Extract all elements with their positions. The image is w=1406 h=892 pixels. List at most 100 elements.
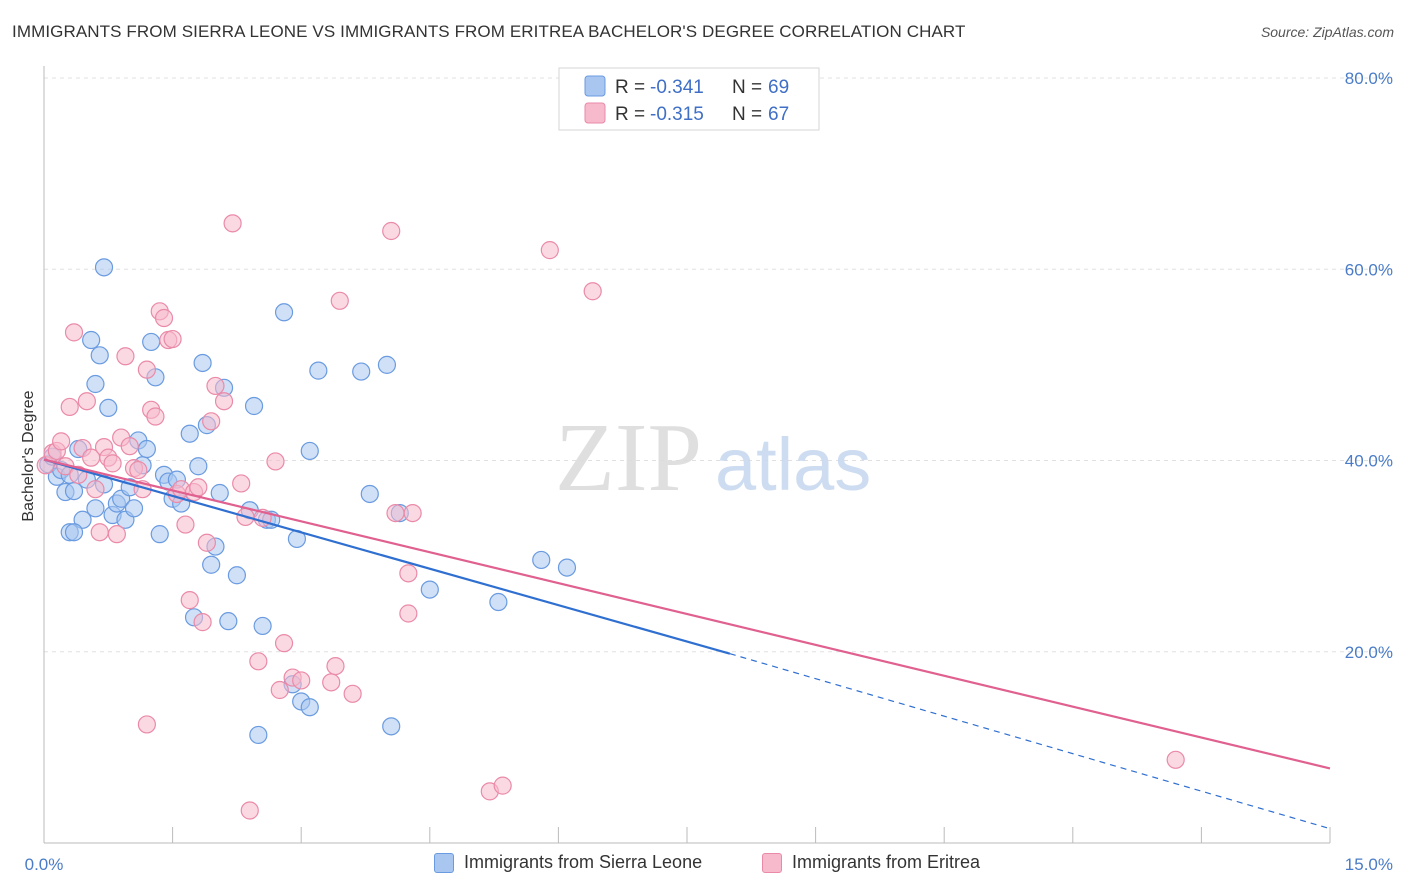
data-point-sierra-leone [189, 457, 208, 476]
data-point-eritrea [146, 407, 165, 426]
bottom-legend: Immigrants from Sierra Leone Immigrants … [0, 852, 1406, 878]
y-tick-label: 40.0% [1345, 452, 1393, 471]
data-point-sierra-leone [309, 361, 328, 380]
data-point-eritrea [270, 680, 289, 700]
x-tick-labels: 0.0% 15.0% [25, 855, 1393, 874]
data-point-sierra-leone [94, 258, 114, 277]
data-point-eritrea [129, 460, 148, 480]
grid-lines [44, 77, 1395, 653]
data-point-eritrea [86, 480, 105, 499]
data-point-sierra-leone [124, 499, 144, 518]
trend-line-eritrea [43, 458, 1331, 770]
data-point-sierra-leone [420, 580, 439, 599]
bottom-legend-label: Immigrants from Eritrea [792, 852, 981, 872]
series-sierra-leone-points [39, 258, 577, 745]
bottom-legend-item-sierra-leone: Immigrants from Sierra Leone [434, 852, 702, 873]
data-point-sierra-leone [90, 346, 109, 365]
data-point-sierra-leone [274, 303, 294, 322]
data-point-eritrea [1166, 750, 1185, 769]
data-point-sierra-leone [249, 725, 268, 745]
data-point-eritrea [399, 604, 418, 623]
y-tick-labels: 20.0% 40.0% 60.0% 80.0% [1345, 69, 1393, 662]
data-point-eritrea [60, 397, 79, 417]
data-point-eritrea [202, 412, 221, 431]
legend-n-label: N = [732, 77, 762, 98]
data-point-eritrea [326, 656, 345, 676]
data-point-eritrea [176, 515, 195, 534]
data-point-eritrea [493, 776, 512, 795]
legend-swatch-pink [584, 102, 606, 124]
data-point-sierra-leone [99, 398, 118, 418]
data-point-sierra-leone [150, 525, 169, 544]
data-point-sierra-leone [142, 332, 161, 352]
data-point-eritrea [154, 308, 174, 328]
data-point-sierra-leone [137, 439, 156, 459]
data-point-eritrea [137, 715, 156, 734]
data-point-eritrea [292, 671, 311, 690]
data-point-eritrea [266, 452, 285, 471]
data-point-sierra-leone [202, 555, 221, 574]
data-point-sierra-leone [489, 592, 508, 612]
data-point-eritrea [386, 503, 405, 523]
data-point-eritrea [193, 613, 212, 632]
legend-box: R = -0.341 N = 69 R = -0.315 N = 67 [558, 67, 820, 131]
data-point-sierra-leone [86, 499, 105, 518]
data-point-sierra-leone [532, 550, 551, 570]
data-point-eritrea [197, 533, 216, 552]
data-point-sierra-leone [82, 330, 101, 350]
data-point-sierra-leone [300, 698, 319, 717]
data-point-eritrea [189, 478, 208, 497]
data-point-eritrea [403, 503, 422, 523]
data-point-sierra-leone [557, 558, 577, 577]
data-point-eritrea [330, 291, 349, 310]
watermark-zip: ZIP [555, 404, 702, 512]
data-point-eritrea [583, 282, 602, 301]
data-point-sierra-leone [73, 510, 92, 529]
data-point-sierra-leone [86, 374, 105, 394]
bottom-legend-item-eritrea: Immigrants from Eritrea [762, 852, 980, 873]
data-point-sierra-leone [210, 483, 229, 503]
data-point-eritrea [399, 564, 418, 583]
data-point-eritrea [90, 523, 109, 542]
trend-lines [43, 458, 1331, 830]
data-point-eritrea [137, 360, 156, 379]
trend-extension-sierra-leone [729, 653, 1331, 830]
data-point-eritrea [343, 684, 362, 703]
legend-r-label: R = [615, 104, 645, 125]
y-axis-label: Bachelor's Degree [20, 390, 37, 521]
y-tick-label: 60.0% [1345, 260, 1393, 279]
data-point-eritrea [120, 437, 139, 456]
y-tick-label: 20.0% [1345, 643, 1393, 662]
data-point-sierra-leone [360, 484, 379, 504]
data-point-eritrea [77, 392, 96, 411]
legend-r-value: -0.315 [650, 104, 704, 125]
data-point-sierra-leone [193, 353, 212, 373]
legend-n-value: 67 [768, 104, 789, 125]
source-label: Source: ZipAtlas.com [1260, 24, 1394, 40]
data-point-sierra-leone [180, 424, 199, 443]
series-eritrea-points [36, 214, 1185, 820]
data-point-eritrea [382, 221, 401, 241]
data-point-eritrea [214, 392, 234, 411]
data-point-eritrea [64, 323, 84, 342]
data-point-sierra-leone [64, 523, 84, 542]
data-point-eritrea [180, 591, 199, 610]
x-tick-label: 15.0% [1345, 855, 1393, 874]
x-tick-label: 0.0% [25, 855, 64, 874]
data-point-eritrea [232, 474, 251, 493]
data-point-sierra-leone [227, 566, 246, 585]
data-point-sierra-leone [219, 612, 238, 631]
data-point-sierra-leone [352, 362, 371, 381]
data-point-sierra-leone [377, 355, 397, 374]
data-point-eritrea [249, 652, 268, 671]
data-point-eritrea [107, 525, 126, 544]
legend-swatch-blue [434, 852, 454, 873]
data-point-eritrea [103, 454, 122, 473]
data-point-eritrea [540, 241, 559, 260]
legend-swatch-blue [584, 75, 606, 97]
legend-n-label: N = [732, 104, 762, 125]
trend-line-sierra-leone [43, 458, 731, 655]
data-point-sierra-leone [300, 441, 319, 461]
data-point-sierra-leone [253, 616, 272, 636]
